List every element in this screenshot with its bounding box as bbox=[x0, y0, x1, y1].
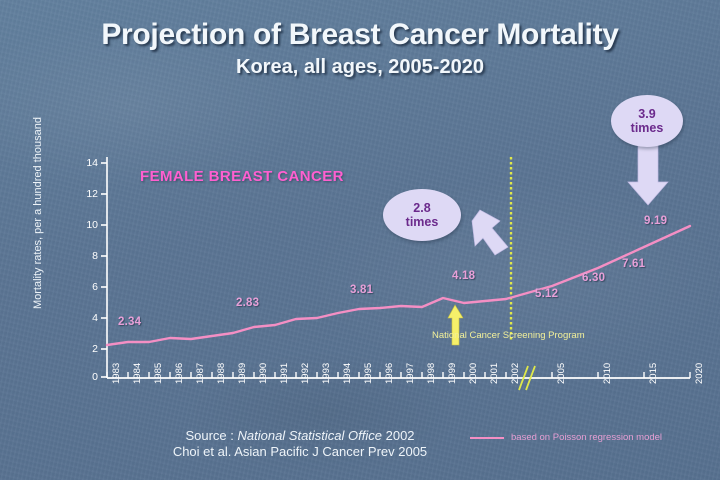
x-tick-1999: 1999 bbox=[447, 362, 458, 384]
callout-2-8-unit: times bbox=[405, 215, 439, 229]
point-label-2-83: 2.83 bbox=[236, 297, 260, 309]
y-tick-10: 10 bbox=[86, 219, 98, 231]
y-tick-14: 14 bbox=[86, 157, 98, 169]
x-tick-2010: 2010 bbox=[602, 362, 613, 384]
x-tick-1984: 1984 bbox=[132, 362, 143, 384]
x-tick-1992: 1992 bbox=[300, 362, 311, 384]
x-tick-1993: 1993 bbox=[321, 362, 332, 384]
y-tick-4: 4 bbox=[92, 312, 98, 324]
x-tick-2005: 2005 bbox=[556, 362, 567, 384]
axis-break-icon bbox=[518, 365, 536, 391]
x-tick-1995: 1995 bbox=[363, 362, 374, 384]
point-label-7-61: 7.61 bbox=[622, 258, 646, 270]
point-label-2-34: 2.34 bbox=[118, 316, 142, 328]
callout-2-8-times: 2.8 times bbox=[383, 189, 461, 241]
callout-3-9-value: 3.9 bbox=[638, 107, 656, 121]
point-label-3-81: 3.81 bbox=[350, 284, 374, 296]
x-tick-1987: 1987 bbox=[195, 362, 206, 384]
source-italic: National Statistical Office bbox=[237, 428, 382, 443]
title-block: Projection of Breast Cancer Mortality Ko… bbox=[0, 18, 720, 79]
point-label-9-19: 9.19 bbox=[644, 215, 668, 227]
page-title: Projection of Breast Cancer Mortality bbox=[101, 18, 619, 51]
x-tick-1983: 1983 bbox=[111, 362, 122, 384]
y-tick-12: 12 bbox=[86, 188, 98, 200]
x-tick-1989: 1989 bbox=[237, 362, 248, 384]
callout-2-8-value: 2.8 bbox=[413, 201, 431, 215]
legend: based on Poisson regression model bbox=[470, 432, 662, 443]
point-label-6-30: 6.30 bbox=[582, 272, 606, 284]
source-year: 2002 bbox=[382, 428, 415, 443]
callout-arrow-3-9 bbox=[627, 142, 669, 206]
callout-arrow-2-8 bbox=[471, 209, 509, 256]
y-tick-2: 2 bbox=[92, 343, 98, 355]
legend-line-swatch bbox=[470, 436, 504, 439]
screening-program-label: National Cancer Screening Program bbox=[432, 330, 585, 341]
screening-highlight-arrow bbox=[447, 304, 464, 346]
x-tick-1988: 1988 bbox=[216, 362, 227, 384]
y-tick-6: 6 bbox=[92, 281, 98, 293]
source-prefix: Source : bbox=[185, 428, 238, 443]
x-tick-1996: 1996 bbox=[384, 362, 395, 384]
series-title-label: FEMALE BREAST CANCER bbox=[140, 168, 344, 185]
x-tick-1986: 1986 bbox=[174, 362, 185, 384]
x-tick-2000: 2000 bbox=[468, 362, 479, 384]
citation-line: Choi et al. Asian Pacific J Cancer Prev … bbox=[172, 444, 428, 459]
x-tick-2020: 2020 bbox=[694, 362, 705, 384]
x-tick-2001: 2001 bbox=[489, 362, 500, 384]
x-tick-1991: 1991 bbox=[279, 362, 290, 384]
legend-label: based on Poisson regression model bbox=[511, 432, 663, 443]
x-tick-marks bbox=[106, 372, 691, 378]
x-tick-1994: 1994 bbox=[342, 362, 353, 384]
point-label-5-12: 5.12 bbox=[535, 288, 559, 300]
x-tick-1997: 1997 bbox=[405, 362, 416, 384]
y-tick-8: 8 bbox=[92, 250, 98, 262]
x-tick-1998: 1998 bbox=[426, 362, 437, 384]
x-tick-1990: 1990 bbox=[258, 362, 269, 384]
x-tick-2002: 2002 bbox=[510, 362, 521, 384]
callout-3-9-unit: times bbox=[630, 121, 664, 135]
x-tick-2015: 2015 bbox=[648, 362, 659, 384]
y-tick-0: 0 bbox=[92, 371, 98, 383]
source-line: Source : National Statistical Office 200… bbox=[110, 428, 490, 443]
page-subtitle: Korea, all ages, 2005-2020 bbox=[236, 56, 484, 78]
x-tick-1985: 1985 bbox=[153, 362, 164, 384]
point-label-4-18: 4.18 bbox=[452, 270, 476, 282]
callout-3-9-times: 3.9 times bbox=[611, 95, 683, 147]
series-line-female-breast-cancer bbox=[105, 224, 692, 347]
y-tick-marks bbox=[101, 162, 107, 378]
